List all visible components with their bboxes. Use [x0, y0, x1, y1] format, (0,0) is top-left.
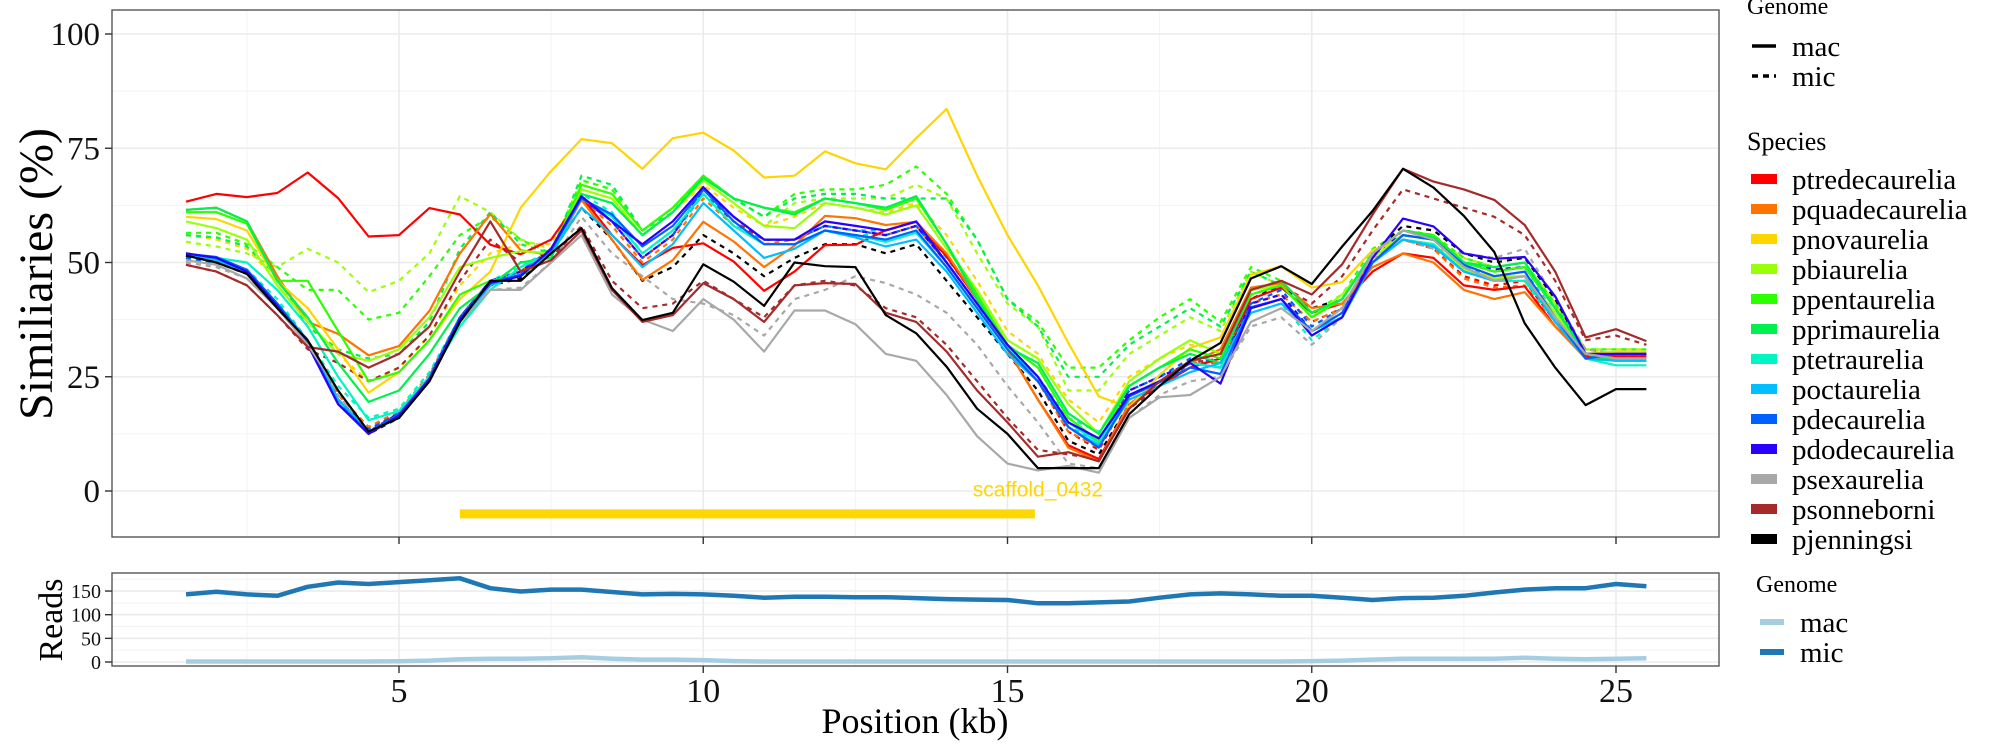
legend-key-psexaurelia [1751, 474, 1777, 484]
top-panel-axes: 0 25 50 75 100 [51, 17, 1617, 544]
x-tick-label: 5 [391, 673, 408, 710]
legend-key-pjenningsi [1751, 534, 1777, 544]
series-ppentaurelia-mac [186, 174, 1647, 442]
legend-key-pnovaurelia [1751, 234, 1777, 244]
legend-key-ptetraurelia [1751, 354, 1777, 364]
series-pjenningsi-mac [185, 167, 1647, 470]
series-pdodecaurelia-mac [185, 186, 1647, 440]
legend-label-pdodecaurelia: pdodecaurelia [1792, 434, 1955, 466]
reads-panel-grid [112, 573, 1719, 666]
series-pnovaurelia-mic [185, 183, 1647, 424]
legend-label-pdecaurelia: pdecaurelia [1792, 404, 1926, 436]
reads-series-mac [186, 655, 1647, 664]
legend-key-pdodecaurelia [1751, 444, 1777, 454]
reads-y-tick-label: 0 [91, 652, 101, 674]
legend-reads-label-mic: mic [1800, 637, 1844, 669]
legend-key-ppentaurelia [1751, 294, 1777, 304]
reads-y-tick-label: 100 [71, 605, 101, 627]
legend-genome-title: Genome [1747, 0, 1828, 20]
scaffold-label: scaffold_0432 [973, 478, 1103, 501]
legend-reads-title: Genome [1756, 572, 1837, 598]
legend-label-pbiaurelia: pbiaurelia [1792, 254, 1908, 286]
y-tick-label: 0 [84, 474, 101, 510]
legend-reads-label-mac: mac [1800, 607, 1848, 639]
legend-label-psonneborni: psonneborni [1792, 494, 1935, 526]
legend-label-pnovaurelia: pnovaurelia [1792, 224, 1929, 256]
y-tick-label: 75 [67, 131, 100, 167]
top-panel-border [111, 9, 1720, 538]
x-tick-label: 25 [1599, 673, 1633, 710]
y-tick-label: 25 [67, 360, 100, 396]
x-tick-label: 10 [686, 673, 720, 710]
legend-label-psexaurelia: psexaurelia [1792, 464, 1924, 496]
y-tick-label: 100 [51, 17, 101, 53]
y-axis-title: Similiaries (%) [10, 128, 63, 420]
legend-label-pjenningsi: pjenningsi [1792, 524, 1913, 556]
legend-label-mic: mic [1792, 61, 1836, 93]
legend-key-pprimaurelia [1751, 324, 1777, 334]
scaffold-annotation: scaffold_0432 [459, 478, 1103, 519]
legend-species-title: Species [1747, 127, 1826, 156]
legend-key-psonneborni [1751, 504, 1777, 514]
series-ppentaurelia-mic [186, 165, 1647, 369]
x-axis-title: Position (kb) [821, 701, 1008, 741]
x-tick-label: 20 [1295, 673, 1329, 710]
series-pbiaurelia-mic [185, 179, 1647, 392]
x-tick-label: 15 [991, 673, 1025, 710]
reads-panel-series [185, 576, 1647, 664]
reads-y-tick-label: 50 [81, 628, 101, 650]
reads-panel-border [111, 572, 1720, 667]
legend-label-poctaurelia: poctaurelia [1792, 374, 1921, 406]
legend-key-ptredecaurelia [1751, 174, 1777, 184]
legend-species: Species ptredecaureliapquadecaureliapnova… [1747, 127, 1968, 556]
reads-series-mic [185, 576, 1647, 606]
series-psonneborni-mac [185, 167, 1647, 463]
series-psexaurelia-mac [185, 229, 1647, 474]
y-tick-label: 50 [67, 246, 100, 282]
legend-key-pquadecaurelia [1751, 204, 1777, 214]
legend-label-ptredecaurelia: ptredecaurelia [1792, 164, 1956, 196]
series-ptredecaurelia-mac [185, 171, 1647, 461]
legend-label-mac: mac [1792, 31, 1840, 63]
legend-label-ptetraurelia: ptetraurelia [1792, 344, 1924, 376]
legend-key-pdecaurelia [1751, 414, 1777, 424]
top-panel-series [185, 107, 1647, 474]
reads-axis-title: Reads [33, 578, 70, 661]
legend-key-pbiaurelia [1751, 264, 1777, 274]
legend-label-ppentaurelia: ppentaurelia [1792, 284, 1935, 316]
legend-label-pquadecaurelia: pquadecaurelia [1792, 194, 1968, 226]
legend-key-poctaurelia [1751, 384, 1777, 394]
reads-y-tick-label: 150 [71, 581, 101, 603]
legend-label-pprimaurelia: pprimaurelia [1792, 314, 1940, 346]
